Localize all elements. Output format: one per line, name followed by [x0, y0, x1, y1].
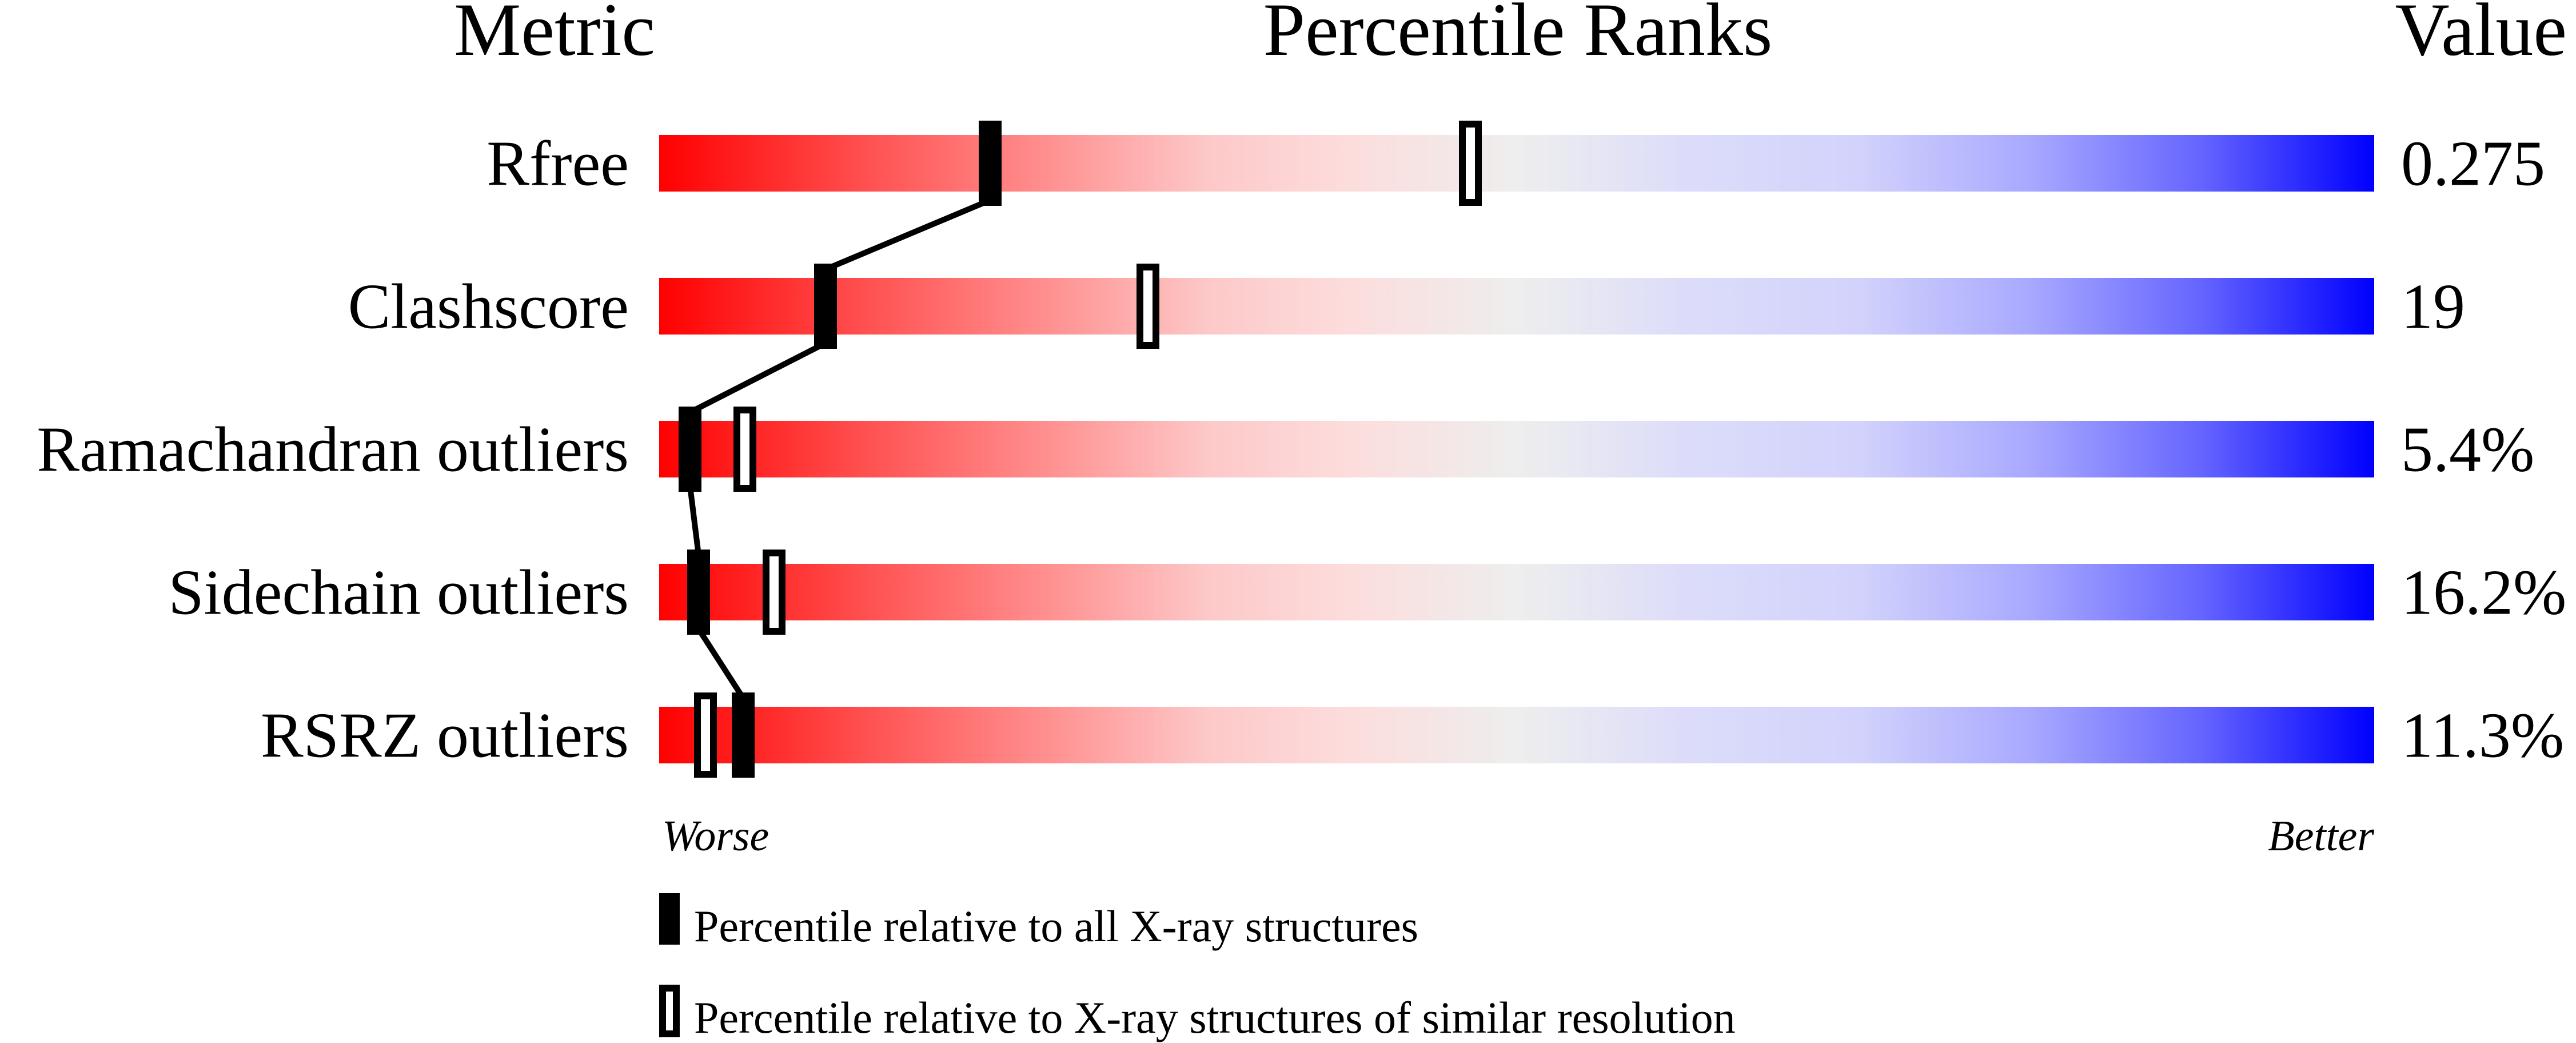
percentile-bar — [659, 278, 2374, 335]
connector-segment — [687, 485, 701, 556]
header-metric: Metric — [454, 0, 655, 71]
axis-label-better: Better — [2268, 812, 2374, 860]
marker-similar-resolution — [694, 692, 717, 778]
connector-segment — [824, 197, 991, 272]
metric-value: 19 — [2401, 272, 2465, 343]
legend-similar-label: Percentile relative to X-ray structures … — [694, 993, 1736, 1042]
connector-line — [687, 197, 991, 700]
legend-filled-marker — [659, 893, 680, 945]
metric-row: RSRZ outliers 11.3% — [261, 692, 2564, 778]
metric-row: Rfree 0.275 — [487, 121, 2545, 206]
marker-all-structures — [814, 264, 837, 349]
marker-similar-resolution — [733, 407, 756, 492]
marker-all-structures — [979, 121, 1002, 206]
legend-all-label: Percentile relative to all X-ray structu… — [694, 901, 1418, 951]
metric-rows: Rfree 0.275 Clashscore 19 Ramachandran outli… — [37, 121, 2566, 778]
metric-label: RSRZ outliers — [261, 700, 629, 771]
metric-row: Clashscore 19 — [348, 264, 2465, 349]
marker-all-structures — [679, 407, 701, 492]
marker-similar-resolution — [763, 550, 785, 635]
percentile-bar — [659, 564, 2374, 620]
metric-label: Sidechain outliers — [168, 558, 629, 628]
connector-segment — [696, 627, 746, 700]
metric-row: Ramachandran outliers 5.4% — [37, 407, 2534, 492]
marker-all-structures — [687, 550, 710, 635]
metric-label: Rfree — [487, 129, 629, 200]
metric-value: 5.4% — [2401, 415, 2534, 485]
marker-similar-resolution — [1459, 121, 1482, 206]
connector-segment — [688, 340, 827, 415]
header-percentile-ranks: Percentile Ranks — [1263, 0, 1773, 71]
axis-label-worse: Worse — [662, 812, 769, 860]
metric-value: 0.275 — [2401, 129, 2545, 200]
marker-all-structures — [732, 692, 755, 778]
metric-value: 11.3% — [2401, 700, 2564, 771]
metric-value: 16.2% — [2401, 558, 2566, 628]
metric-label: Ramachandran outliers — [37, 415, 629, 485]
header-value: Value — [2395, 0, 2567, 71]
metric-row: Sidechain outliers 16.2% — [168, 550, 2566, 635]
percentile-bar — [659, 421, 2374, 477]
marker-similar-resolution — [1137, 264, 1159, 349]
metric-label: Clashscore — [348, 272, 629, 343]
percentile-bar — [659, 707, 2374, 763]
percentile-bar — [659, 135, 2374, 192]
legend-open-marker — [659, 985, 680, 1037]
